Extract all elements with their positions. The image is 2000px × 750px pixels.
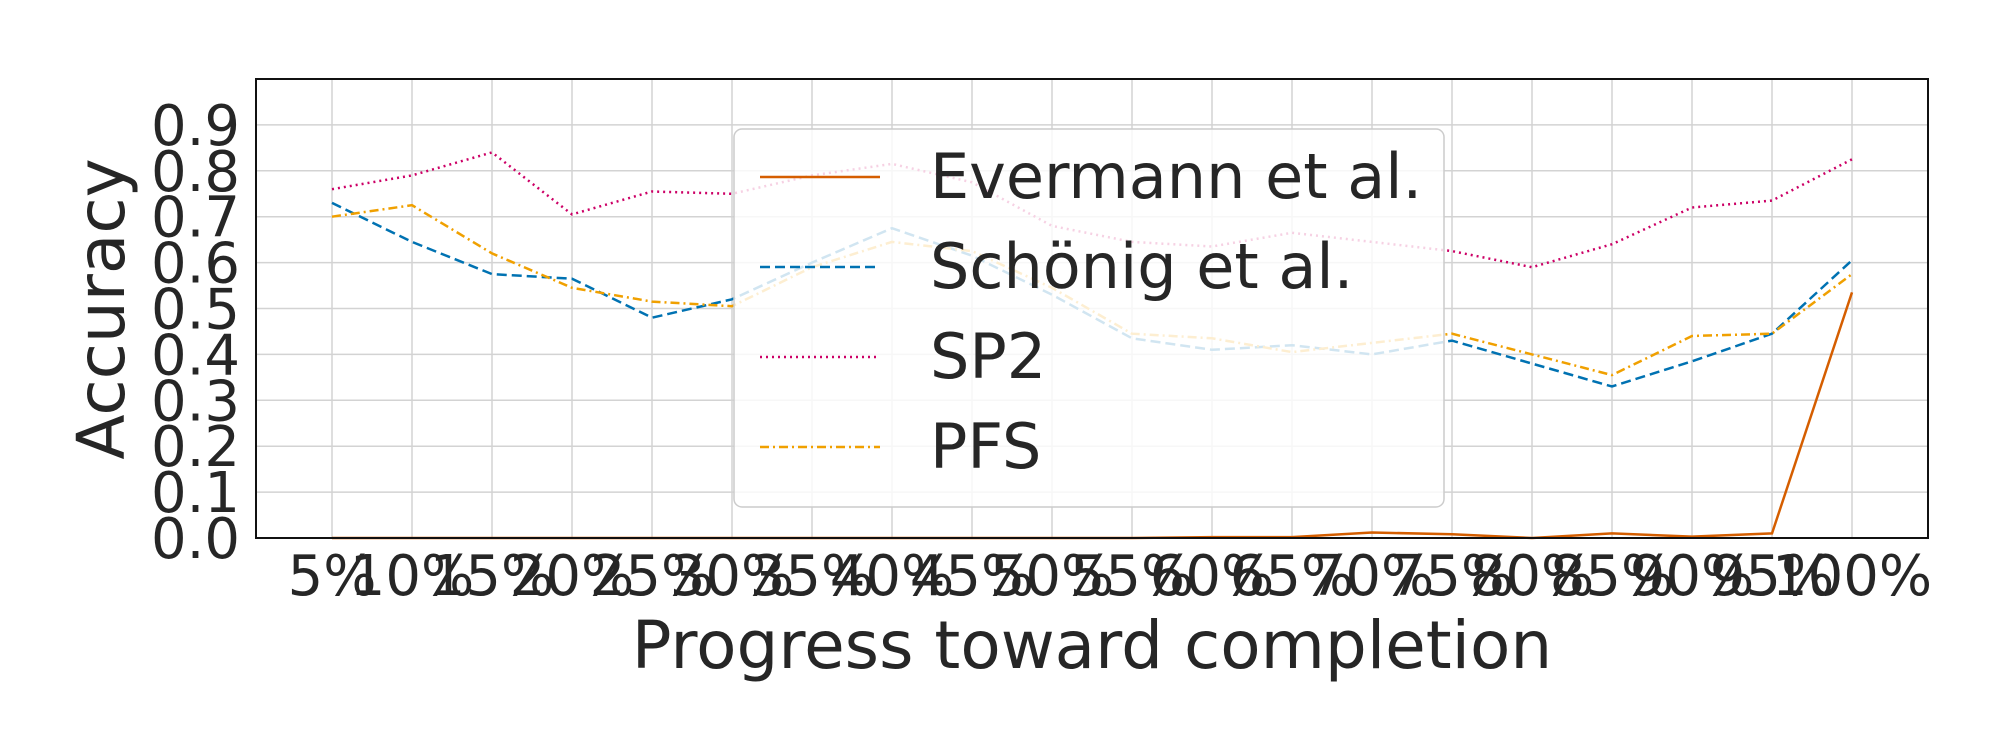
x-tick-label: 5% bbox=[288, 544, 377, 609]
legend: Evermann et al. Schönig et al. SP2 PFS bbox=[733, 128, 1445, 508]
x-tick-label: 45% bbox=[910, 544, 1034, 609]
x-tick-label: 55% bbox=[1070, 544, 1194, 609]
x-tick-label: 70% bbox=[1310, 544, 1434, 609]
y-tick-label: 0.3 bbox=[151, 369, 240, 434]
legend-label: Evermann et al. bbox=[930, 140, 1422, 213]
x-tick-label: 80% bbox=[1470, 544, 1594, 609]
x-tick-label: 40% bbox=[830, 544, 954, 609]
x-tick-label: 50% bbox=[990, 544, 1114, 609]
y-tick-label: 0.8 bbox=[151, 140, 240, 205]
legend-box bbox=[733, 128, 1445, 508]
x-tick-label: 25% bbox=[590, 544, 714, 609]
series-line bbox=[331, 203, 1853, 377]
x-tick-label: 60% bbox=[1150, 544, 1274, 609]
x-tick-label: 85% bbox=[1550, 544, 1674, 609]
y-tick-label: 0.6 bbox=[151, 232, 240, 297]
x-tick-label: 10% bbox=[350, 544, 474, 609]
legend-label: SP2 bbox=[930, 320, 1046, 393]
legend-label: Schönig et al. bbox=[930, 230, 1353, 303]
x-tick-label: 65% bbox=[1230, 544, 1354, 609]
x-tick-label: 15% bbox=[430, 544, 554, 609]
y-tick-label: 0.2 bbox=[151, 415, 240, 480]
y-tick-label: 0.4 bbox=[151, 323, 240, 388]
y-tick-label: 0.7 bbox=[151, 186, 240, 251]
x-tick-label: 95% bbox=[1710, 544, 1834, 609]
y-tick-label: 0.5 bbox=[151, 278, 240, 343]
series-line bbox=[331, 201, 1853, 388]
x-axis-label: Progress toward completion bbox=[632, 607, 1552, 684]
x-tick-label: 75% bbox=[1390, 544, 1514, 609]
x-tick-label: 90% bbox=[1630, 544, 1754, 609]
plot-frame bbox=[255, 78, 1929, 539]
y-tick-label: 0.9 bbox=[151, 94, 240, 159]
x-tick-labels: 5%10%15%20%25%30%35%40%45%50%55%60%65%70… bbox=[288, 544, 1932, 609]
y-tick-labels: 0.00.10.20.30.40.50.60.70.80.9 bbox=[151, 94, 240, 572]
y-tick-label: 0.1 bbox=[151, 461, 240, 526]
x-tick-label: 35% bbox=[750, 544, 874, 609]
y-tick-label: 0.0 bbox=[151, 507, 240, 572]
x-tick-label: 100% bbox=[1772, 544, 1932, 609]
legend-label: PFS bbox=[930, 410, 1041, 483]
x-tick-label: 20% bbox=[510, 544, 634, 609]
y-axis-label: Accuracy bbox=[63, 158, 140, 459]
x-tick-label: 30% bbox=[670, 544, 794, 609]
